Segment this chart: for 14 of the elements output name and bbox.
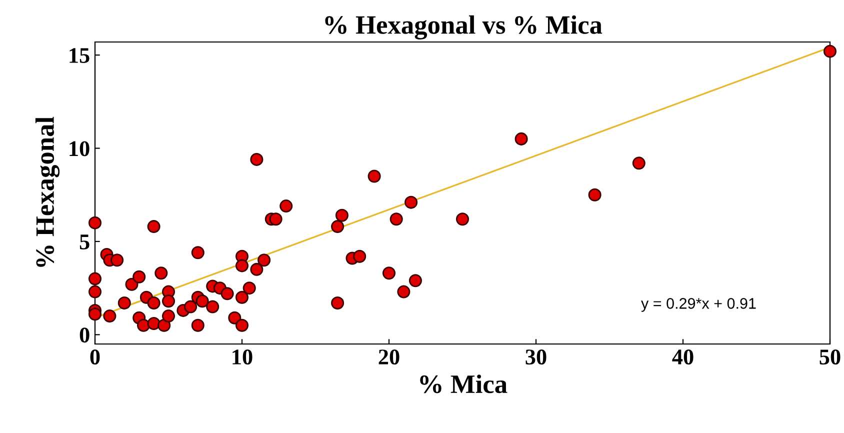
- y-tick-label: 10: [70, 141, 90, 156]
- x-tick-label: 40: [672, 350, 694, 364]
- x-axis-title: % Mica: [420, 374, 508, 394]
- annotation: y = 0.29*x + 0.91: [641, 298, 756, 312]
- y-tick-label: 15: [70, 48, 90, 63]
- chart-title: % Hexagonal vs % Mica: [325, 15, 602, 40]
- x-tick-label: 50: [820, 350, 840, 364]
- x-tick-label: 30: [526, 350, 546, 364]
- x-tick-label: 0: [90, 350, 100, 364]
- x-tick-label: 20: [378, 350, 400, 364]
- y-axis-title: % Hexagonal: [35, 116, 60, 267]
- y-tick-label: 5: [80, 234, 90, 250]
- x-tick-label: 10: [232, 350, 252, 364]
- y-tick-label: 0: [80, 328, 90, 343]
